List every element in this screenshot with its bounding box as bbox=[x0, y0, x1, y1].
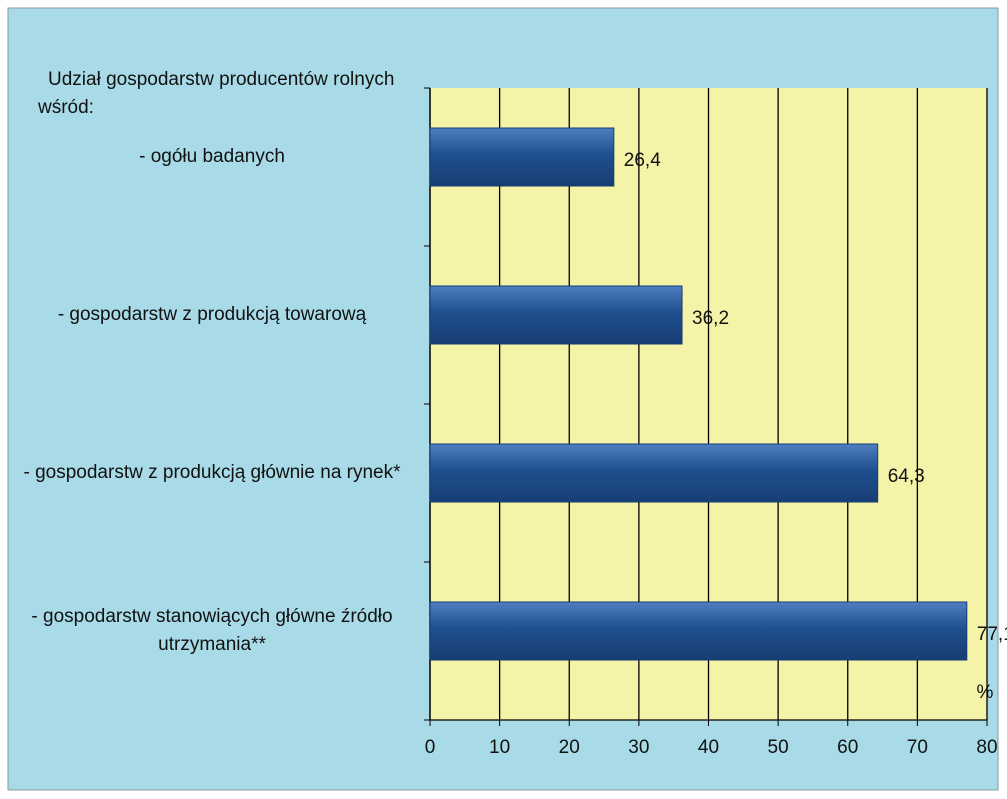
bar bbox=[429, 443, 879, 503]
data-label: 77,1 bbox=[977, 624, 1007, 645]
y-tick-label: - gospodarstw z produkcją głównie na ryn… bbox=[23, 462, 401, 483]
y-tick-label-line: - gospodarstw z produkcją głównie na ryn… bbox=[23, 462, 401, 483]
data-label: 26,4 bbox=[624, 150, 661, 171]
x-tick-label: 10 bbox=[489, 737, 510, 758]
data-label: 64,3 bbox=[888, 466, 925, 487]
data-label: 36,2 bbox=[692, 308, 729, 329]
x-tick-label: 0 bbox=[425, 737, 436, 758]
bar bbox=[429, 285, 683, 345]
x-tick-label: 50 bbox=[768, 737, 789, 758]
x-tick-label: 80 bbox=[976, 737, 997, 758]
y-tick-label: - gospodarstw z produkcją towarową bbox=[58, 304, 367, 325]
x-tick-label: 60 bbox=[837, 737, 858, 758]
y-tick-label-line: utrzymania** bbox=[158, 634, 266, 655]
chart-title: Udział gospodarstw producentów rolnych bbox=[48, 69, 394, 90]
y-tick-label-line: - ogółu badanych bbox=[139, 146, 285, 167]
y-tick-label-line: - gospodarstw stanowiących główne źródło bbox=[31, 606, 392, 627]
bar bbox=[429, 127, 615, 187]
x-axis-label: % bbox=[977, 682, 994, 703]
bar bbox=[429, 601, 968, 661]
y-tick-label: - ogółu badanych bbox=[139, 146, 285, 167]
y-tick-label-line: - gospodarstw z produkcją towarową bbox=[58, 304, 367, 325]
chart-title: wśród: bbox=[37, 97, 94, 118]
x-tick-label: 30 bbox=[628, 737, 649, 758]
y-tick-label: - gospodarstw stanowiących główne źródło… bbox=[31, 606, 392, 655]
x-tick-label: 70 bbox=[907, 737, 928, 758]
x-tick-label: 20 bbox=[559, 737, 580, 758]
x-tick-label: 40 bbox=[698, 737, 719, 758]
